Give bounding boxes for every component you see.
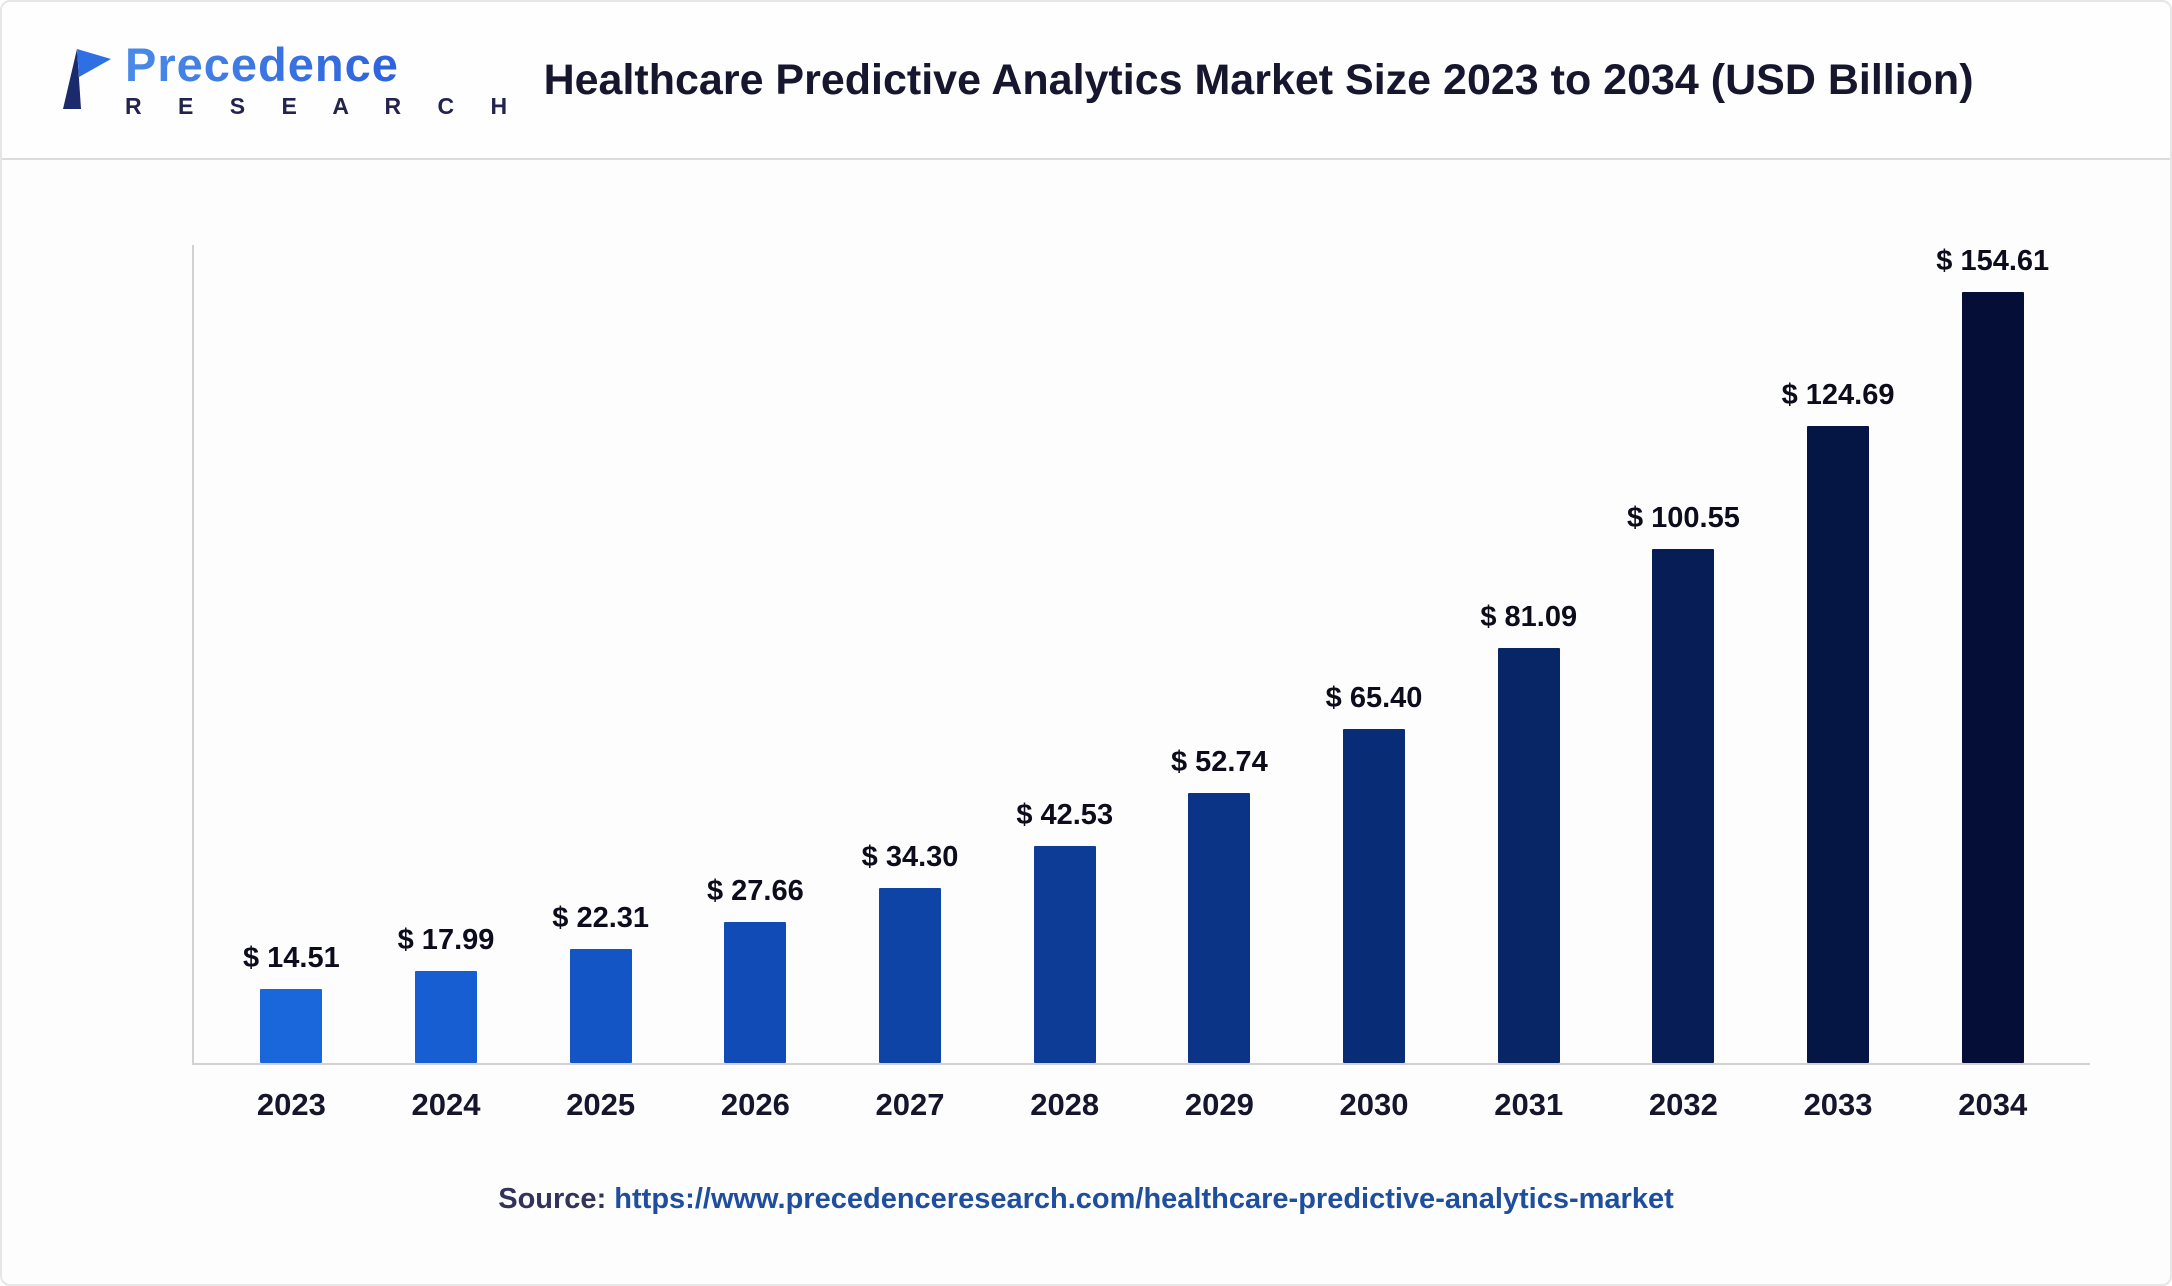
bar-column-2029: $ 52.74 [1142,245,1297,1063]
x-tick-label-2033: 2033 [1803,1087,1873,1122]
bar-2024 [415,971,477,1063]
brand-subname: R E S E A R C H [125,93,523,120]
value-label-2024: $ 17.99 [397,924,495,957]
value-label-2027: $ 34.30 [861,840,959,873]
bar-2027 [879,887,942,1063]
x-tick-label-2029: 2029 [1184,1087,1254,1122]
bar-2023 [260,988,323,1063]
value-label-2029: $ 52.74 [1170,746,1268,779]
x-tick-label-2030: 2030 [1339,1087,1409,1122]
bar-column-2033: $ 124.69 [1761,245,1916,1063]
source-url: https://www.precedenceresearch.com/healt… [614,1183,1674,1215]
x-axis-labels: 2023 2024 2025 2026 2027 2028 2029 2030 2031 2032… [194,1065,2090,1145]
header: Precedence R E S E A R C H Healthcare Pr… [2,2,2170,160]
page-title: Healthcare Predictive Analytics Market S… [543,55,1974,104]
value-label-2034: $ 154.61 [1936,245,2050,277]
bar-column-2034: $ 154.61 [1915,245,2070,1063]
bars-container: $ 14.51 $ 17.99 $ 22.31 $ 27.66 $ 34.30 $ 42.… [194,245,2090,1063]
x-tick-label-2034: 2034 [1958,1087,2028,1122]
value-label-2033: $ 124.69 [1781,378,1895,411]
bar-2025 [569,948,632,1063]
x-tick-label-2032: 2032 [1648,1087,1718,1122]
logo-texts: Precedence R E S E A R C H [125,39,523,120]
bar-column-2026: $ 27.66 [678,245,833,1063]
x-tick-label-2024: 2024 [411,1087,481,1122]
x-tick-label-2023: 2023 [256,1087,326,1122]
x-tick-label-2027: 2027 [875,1087,945,1122]
bar-column-2024: $ 17.99 [369,245,524,1063]
value-label-2023: $ 14.51 [242,941,340,974]
x-tick-label-2026: 2026 [720,1087,790,1122]
bar-2031 [1497,648,1560,1063]
bar-2028 [1033,845,1096,1063]
precedence-logo-mark-icon [57,45,115,116]
source-label: Source: [498,1183,607,1215]
bar-2032 [1652,548,1715,1063]
brand-name: Precedence [125,39,522,89]
bar-2029 [1188,793,1251,1063]
value-label-2031: $ 81.09 [1480,601,1578,634]
x-tick-label-2031: 2031 [1494,1087,1564,1122]
bar-2034 [1961,292,2024,1063]
source-row: Source: https://www.precedenceresearch.c… [2,1183,2170,1216]
bar-column-2031: $ 81.09 [1451,245,1606,1063]
value-label-2026: $ 27.66 [706,874,804,907]
precedence-logo: Precedence R E S E A R C H [57,39,523,120]
value-label-2030: $ 65.40 [1325,681,1423,714]
bar-2030 [1343,728,1406,1063]
plot-area: $ 14.51 $ 17.99 $ 22.31 $ 27.66 $ 34.30 $ 42.… [192,245,2090,1065]
bar-2026 [724,921,787,1063]
x-tick-label-2025: 2025 [566,1087,636,1122]
bar-chart: $ 14.51 $ 17.99 $ 22.31 $ 27.66 $ 34.30 $ 42.… [192,245,2090,1145]
x-tick-label-2028: 2028 [1030,1087,1100,1122]
bar-column-2028: $ 42.53 [987,245,1142,1063]
value-label-2032: $ 100.55 [1626,501,1740,534]
bar-column-2027: $ 34.30 [833,245,988,1063]
bar-column-2023: $ 14.51 [214,245,369,1063]
bar-2033 [1807,425,1870,1063]
bar-column-2032: $ 100.55 [1606,245,1761,1063]
bar-column-2030: $ 65.40 [1297,245,1452,1063]
value-label-2028: $ 42.53 [1016,798,1114,831]
bar-column-2025: $ 22.31 [523,245,678,1063]
value-label-2025: $ 22.31 [552,901,650,934]
